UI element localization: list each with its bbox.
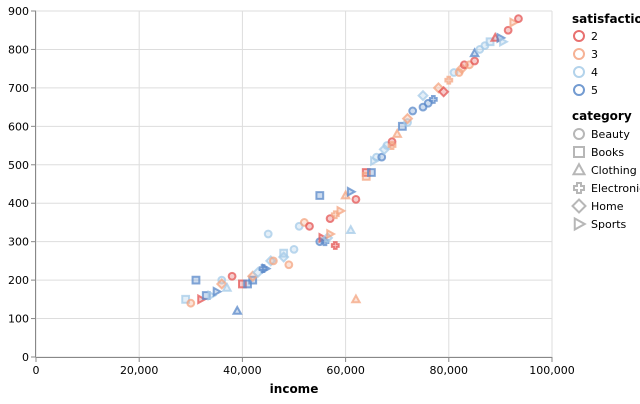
data-point	[212, 286, 223, 298]
data-point	[377, 152, 387, 162]
y-tick-label: 600	[8, 120, 29, 133]
shape-legend-symbol	[573, 128, 585, 140]
x-tick-label: 80,000	[430, 364, 469, 377]
color-legend-label: 5	[591, 84, 598, 97]
color-legend-symbol	[573, 30, 585, 42]
data-point	[509, 17, 520, 28]
data-point	[387, 141, 397, 150]
data-point	[503, 25, 513, 35]
data-point	[437, 85, 450, 98]
x-tick-label: 60,000	[326, 364, 365, 377]
data-point	[470, 56, 480, 66]
y-tick-label: 400	[8, 197, 29, 210]
data-point	[284, 260, 294, 270]
data-point	[268, 256, 278, 266]
y-tick-label: 900	[8, 5, 29, 18]
y-tick-label: 0	[22, 351, 29, 364]
data-point	[289, 244, 299, 254]
data-point	[191, 275, 201, 285]
shape-legend-label: Home	[591, 200, 624, 213]
data-point	[215, 278, 228, 290]
data-point	[326, 228, 337, 240]
shape-legend-label: Clothing	[591, 164, 637, 177]
data-point	[428, 95, 438, 104]
shape-legend-label: Sports	[591, 218, 627, 231]
data-point	[315, 191, 325, 200]
shape-legend-label: Electronics	[591, 182, 640, 195]
axes: 0 20,000 40,000 60,000 80,000 100,000 0 100 200 3…	[8, 5, 575, 377]
y-tick-label: 800	[8, 43, 29, 56]
data-point	[444, 75, 454, 85]
y-tick-label: 200	[8, 274, 29, 287]
color-legend-symbol	[573, 48, 585, 60]
shape-legend-label: Books	[591, 146, 624, 159]
shape-legend-title: category	[572, 109, 632, 123]
data-point	[330, 241, 340, 250]
data-point	[469, 47, 481, 58]
y-tick-label: 300	[8, 236, 29, 249]
data-point	[186, 298, 196, 308]
data-point	[499, 36, 509, 48]
color-legend-title: satisfaction	[572, 12, 640, 26]
y-tick-label: 100	[8, 313, 29, 326]
data-point	[345, 224, 357, 235]
data-point	[391, 128, 403, 138]
x-tick-label: 40,000	[223, 364, 262, 377]
data-point	[197, 293, 208, 305]
data-point	[221, 281, 233, 292]
data-point	[408, 106, 418, 116]
shape-legend-symbol	[571, 162, 587, 176]
x-tick-label: 0	[33, 364, 40, 377]
y-tick-label: 500	[8, 159, 29, 172]
shape-legend-symbol	[573, 182, 585, 194]
grid	[35, 10, 553, 358]
data-point	[378, 143, 391, 156]
data-points	[181, 14, 523, 315]
data-point	[263, 229, 273, 239]
color-legend-symbol	[573, 84, 585, 96]
shape-legend-symbol	[573, 146, 585, 158]
color-legend-label: 2	[591, 30, 598, 43]
data-point	[455, 62, 468, 75]
data-point	[305, 221, 314, 231]
data-point	[417, 89, 429, 102]
data-point	[261, 263, 272, 275]
data-point	[351, 194, 361, 204]
data-point	[401, 112, 414, 125]
data-point	[336, 205, 347, 217]
data-point	[346, 186, 357, 198]
y-tick-label: 700	[8, 82, 29, 95]
data-point	[350, 293, 362, 304]
data-point	[279, 248, 289, 258]
x-tick-label: 100,000	[529, 364, 575, 377]
legend: satisfaction category 2 3 4 5 Beauty Books Clo…	[571, 12, 640, 232]
shape-legend-label: Beauty	[591, 128, 630, 141]
shape-legend-symbol	[573, 216, 587, 232]
data-point	[367, 168, 376, 177]
x-axis-title: income	[270, 382, 319, 396]
data-point	[207, 290, 218, 301]
shape-legend-symbol	[571, 198, 587, 214]
data-point	[227, 271, 237, 281]
color-legend-label: 3	[591, 48, 598, 61]
data-point	[231, 304, 243, 315]
data-point	[514, 14, 523, 24]
color-legend-label: 4	[591, 66, 598, 79]
x-tick-label: 20,000	[120, 364, 159, 377]
color-legend-symbol	[573, 66, 585, 78]
